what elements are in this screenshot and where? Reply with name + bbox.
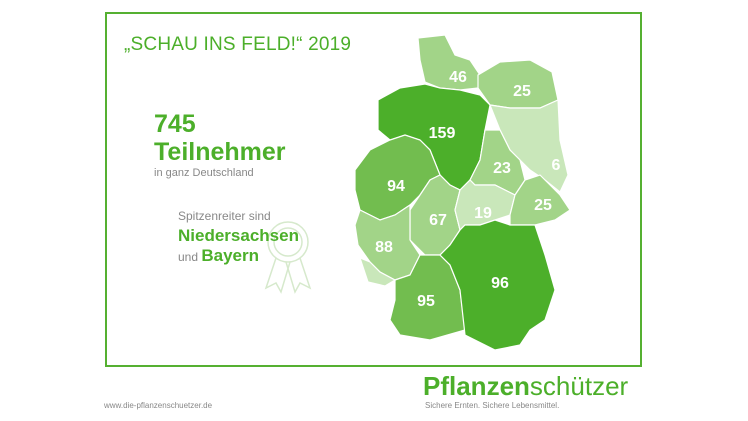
region-value-schleswig-holstein: 46 — [449, 69, 467, 86]
region-value-mecklenburg-vorpommern: 25 — [513, 83, 531, 100]
region-value-baden-wuerttemberg: 95 — [417, 293, 435, 310]
participant-label: Teilnehmer — [154, 138, 286, 166]
region-value-bayern: 96 — [491, 275, 509, 292]
logo-bold: Pflanzen — [423, 371, 530, 401]
region-value-thueringen: 19 — [474, 205, 492, 222]
participant-subtitle: in ganz Deutschland — [154, 167, 254, 179]
region-bayern — [439, 219, 556, 351]
infographic-frame — [105, 12, 642, 367]
region-value-sachsen-anhalt: 23 — [493, 160, 511, 177]
region-value-nordrhein-westfalen: 94 — [387, 178, 405, 195]
award-ribbon-icon — [264, 221, 312, 294]
region-sachsen — [509, 174, 571, 226]
website-link[interactable]: www.die-pflanzenschuetzer.de — [104, 401, 213, 410]
leader-first: Niedersachsen — [178, 226, 299, 245]
region-value-rheinland-pfalz: 88 — [375, 239, 393, 256]
region-value-hessen: 67 — [429, 212, 447, 229]
leader-connector: und — [178, 250, 199, 264]
leaders-intro: Spitzenreiter sind — [178, 209, 271, 223]
participant-total: 745 — [154, 110, 196, 138]
region-value-niedersachsen: 159 — [429, 125, 456, 142]
logo-regular: schützer — [529, 371, 629, 401]
page-title: „SCHAU INS FELD!“ 2019 — [124, 34, 352, 55]
brand-logo: Pflanzenschützer — [423, 372, 628, 400]
region-value-sachsen: 25 — [534, 197, 552, 214]
leader-second: Bayern — [201, 246, 260, 265]
region-saarland — [359, 256, 397, 287]
region-value-brandenburg: 6 — [552, 157, 561, 174]
leader-second-line: und Bayern — [178, 246, 259, 266]
brand-tagline: Sichere Ernten. Sichere Lebensmittel. — [425, 401, 560, 410]
